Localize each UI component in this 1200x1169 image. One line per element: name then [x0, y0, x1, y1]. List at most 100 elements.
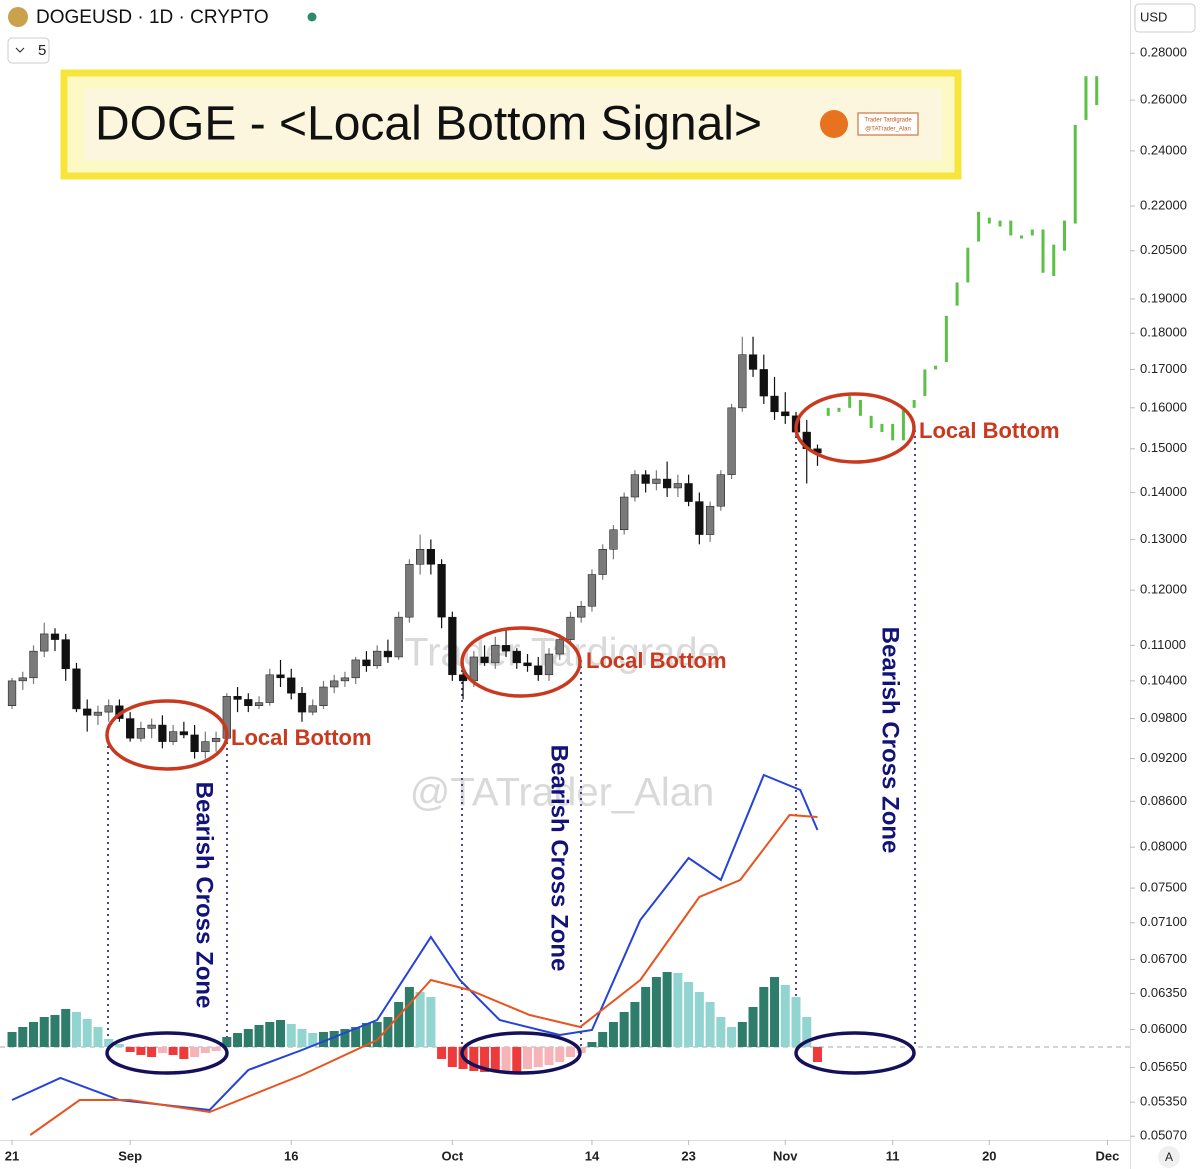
y-tick-label: 0.06700	[1140, 951, 1187, 966]
projection-bar	[1009, 220, 1013, 236]
macd-histogram-bar	[694, 992, 704, 1047]
auto-label[interactable]: A	[1165, 1150, 1173, 1164]
candle-body	[781, 411, 790, 417]
candle-body	[254, 702, 264, 706]
auto-button[interactable]	[1158, 1146, 1180, 1168]
macd-histogram-bar	[136, 1047, 146, 1055]
projection-bar	[944, 315, 948, 363]
marks	[7, 76, 1099, 1136]
candle-body	[437, 564, 446, 618]
macd-histogram-bar	[662, 972, 672, 1047]
macd-histogram-bar	[630, 1002, 640, 1047]
candle-body	[512, 650, 521, 664]
macd-histogram-bar	[480, 1047, 490, 1072]
candle-body	[40, 633, 49, 652]
x-tick-label: Dec	[1096, 1148, 1120, 1163]
candle-body	[61, 639, 70, 670]
candle-body	[501, 645, 511, 652]
macd-histogram-bar	[168, 1047, 178, 1055]
currency[interactable]: USD	[1140, 9, 1167, 24]
y-tick-label: 0.06350	[1140, 985, 1187, 1000]
macd-histogram-bar	[361, 1023, 371, 1047]
x-tick-label: Oct	[442, 1148, 464, 1163]
y-tick-label: 0.20500	[1140, 242, 1187, 257]
macd-histogram-bar	[157, 1047, 167, 1053]
projection-bar	[869, 415, 873, 428]
macd-histogram-bar	[372, 1022, 382, 1047]
projection-bar	[1084, 76, 1088, 120]
candle-body	[340, 677, 350, 682]
cross-ellipse	[460, 1031, 582, 1075]
y-tick-label: 0.26000	[1140, 92, 1187, 107]
macd-histogram-bar	[748, 1007, 758, 1047]
projection-bar	[1062, 220, 1066, 251]
candle-body	[566, 616, 575, 640]
annotation: Bearish Cross Zone	[546, 745, 573, 972]
macd-histogram-bar	[222, 1037, 232, 1047]
macd-histogram-bar	[716, 1017, 726, 1047]
candle-body	[233, 696, 242, 700]
y-tick-label: 0.07100	[1140, 914, 1187, 929]
candle-body	[351, 659, 360, 679]
macd-histogram-bar	[555, 1047, 565, 1062]
macd-histogram-bar	[544, 1047, 554, 1065]
interval-button[interactable]	[7, 37, 50, 64]
y-tick-label: 0.07500	[1140, 880, 1187, 895]
zone-lines	[107, 430, 916, 1047]
candle-body	[738, 354, 747, 409]
macd-histogram-bar	[340, 1029, 350, 1047]
banner-inner	[84, 89, 942, 161]
cross-ellipse	[794, 1031, 916, 1075]
candle-body	[620, 496, 629, 531]
annotation: Local Bottom	[586, 648, 727, 673]
candle-body	[190, 734, 199, 752]
candle-body	[555, 639, 564, 655]
logo-box	[857, 112, 919, 136]
macd-histogram-bar	[404, 987, 414, 1047]
macd-histogram-bar	[415, 992, 425, 1047]
candle-body	[276, 674, 285, 679]
y-tick-label: 0.06000	[1140, 1021, 1187, 1036]
candle-body	[630, 474, 640, 498]
macd-histogram-bar	[383, 1017, 393, 1047]
projection-bar	[1095, 76, 1099, 106]
projection-bar	[901, 407, 905, 441]
y-tick-label: 0.14000	[1140, 484, 1187, 499]
y-tick-label: 0.08000	[1140, 839, 1187, 854]
chevron	[15, 47, 25, 53]
candle-body	[330, 680, 339, 688]
cross-ellipse	[105, 1031, 229, 1075]
macd-histogram-bar	[447, 1047, 457, 1067]
candle-body	[544, 653, 554, 676]
projection-bar	[837, 407, 841, 412]
candle-body	[652, 478, 661, 484]
annotation: Local Bottom	[231, 725, 372, 750]
candle-body	[104, 705, 113, 713]
macd-histogram-bar	[179, 1047, 189, 1059]
projection-bar	[1052, 244, 1056, 276]
currency-button[interactable]	[1134, 3, 1196, 33]
candle-body	[147, 724, 156, 729]
macd-histogram-bar	[641, 987, 651, 1047]
macd-histogram-bar	[61, 1009, 71, 1047]
y-tick-label: 0.28000	[1140, 45, 1187, 60]
y-tick-label: 0.09200	[1140, 750, 1187, 765]
x-tick-label: 11	[886, 1148, 900, 1163]
x-tick-label: Nov	[773, 1148, 798, 1163]
macd-histogram-bar	[684, 982, 694, 1047]
y-tick-label: 0.22000	[1140, 197, 1187, 212]
interval-count[interactable]: 5	[38, 42, 46, 59]
candle-body	[426, 549, 435, 565]
y-tick-label: 0.09800	[1140, 710, 1187, 725]
x-tick-label: 16	[284, 1148, 298, 1163]
macd-histogram-bar	[737, 1022, 747, 1047]
macd-histogram-bar	[254, 1025, 264, 1047]
y-tick-label: 0.15000	[1140, 440, 1187, 455]
y-tick-label: 0.13000	[1140, 531, 1187, 546]
symbol[interactable]: DOGEUSD · 1D · CRYPTO	[36, 7, 269, 28]
y-tick-label: 0.19000	[1140, 290, 1187, 305]
annotation: Bearish Cross Zone	[877, 627, 904, 854]
projection-bar	[912, 399, 916, 408]
macd-histogram-bar	[82, 1019, 92, 1047]
y-tick-label: 0.17000	[1140, 361, 1187, 376]
